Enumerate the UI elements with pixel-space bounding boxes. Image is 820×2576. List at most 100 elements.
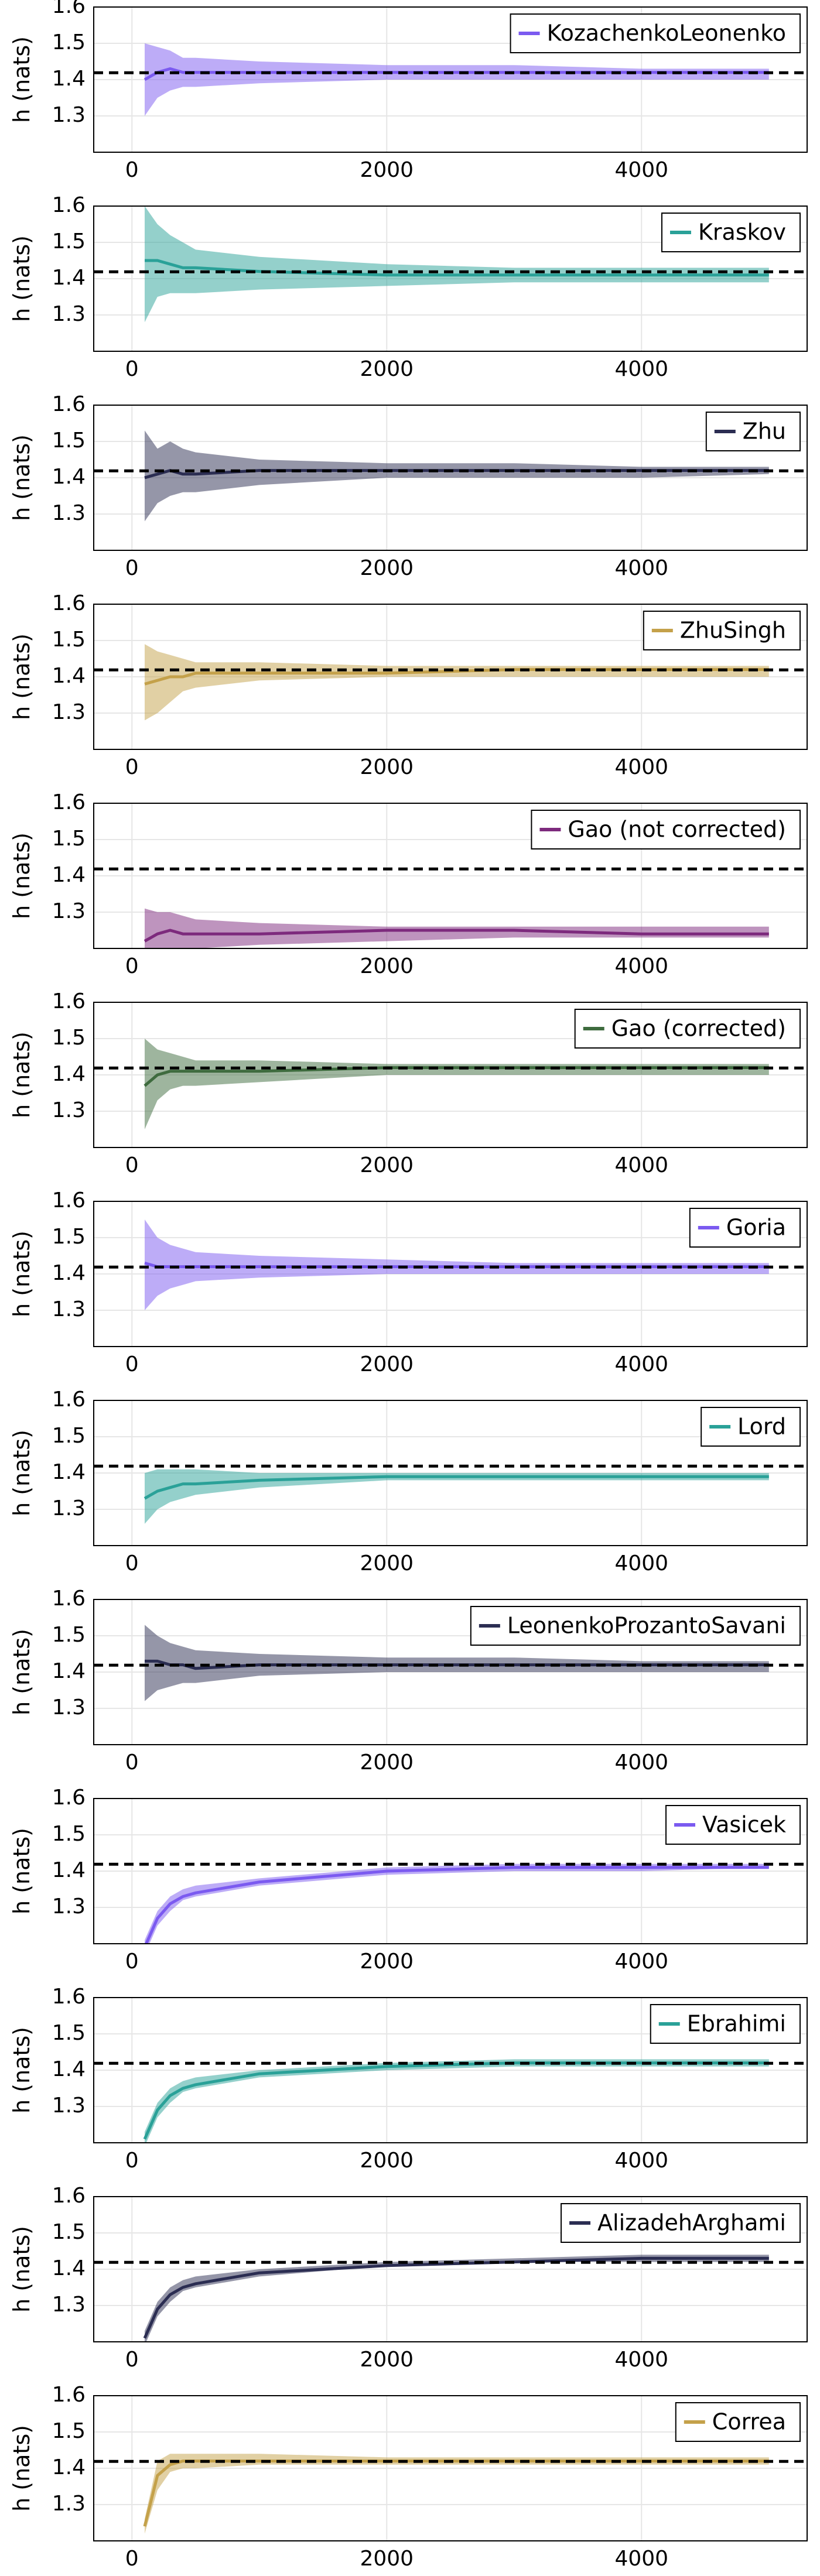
legend-box — [574, 1009, 801, 1049]
y-tick-label: 1.6 — [52, 1786, 86, 1810]
y-tick-label: 1.6 — [52, 591, 86, 615]
panel-vasicek: 1.3 1.4 1.5 1.6 0 2000 4000 h (nats) Vasicek — [9, 1786, 808, 1974]
x-tick-label: 2000 — [360, 755, 414, 779]
confidence-band — [145, 430, 769, 522]
plot-frame — [93, 1997, 808, 2143]
legend: Gao (not corrected) — [531, 810, 801, 849]
legend-box — [531, 810, 801, 849]
x-tick-label: 4000 — [614, 2348, 668, 2372]
legend-label: Zhu — [743, 419, 786, 444]
y-axis-label: h (nats) — [9, 2226, 35, 2313]
y-tick-label: 1.3 — [52, 302, 86, 326]
y-tick-label: 1.4 — [52, 1062, 86, 1086]
legend: AlizadehArghami — [561, 2203, 801, 2243]
y-tick-label: 1.3 — [52, 700, 86, 724]
plot-area-zhusingh — [144, 644, 769, 721]
legend-label: LeonenkoProzantoSavani — [507, 1613, 786, 1639]
x-tick-label: 2000 — [360, 1153, 414, 1177]
x-tick-label: 0 — [125, 2547, 139, 2571]
legend-label: Goria — [726, 1215, 786, 1241]
panel-goria: 1.3 1.4 1.5 1.6 0 2000 4000 h (nats) Goria — [9, 1188, 808, 1376]
y-tick-label: 1.3 — [52, 2094, 86, 2118]
y-tick-label: 1.6 — [52, 392, 86, 416]
mean-line — [144, 668, 769, 686]
y-tick-label: 1.5 — [52, 1026, 86, 1050]
y-tick-label: 1.4 — [52, 2057, 86, 2081]
plot-frame — [93, 205, 808, 352]
y-tick-label: 1.4 — [52, 67, 86, 91]
panel-kraskov: 1.3 1.4 1.5 1.6 0 2000 4000 h (nats) Kraskov — [9, 193, 808, 381]
x-tick-label: 2000 — [360, 2547, 414, 2571]
y-tick-label: 1.4 — [52, 2256, 86, 2280]
y-tick-label: 1.3 — [52, 1695, 86, 1719]
plot-frame — [93, 1798, 808, 1944]
plot-frame — [93, 1002, 808, 1148]
confidence-band — [145, 206, 769, 323]
plot-frame — [93, 6, 808, 153]
x-tick-label: 4000 — [614, 2149, 668, 2173]
y-tick-label: 1.5 — [52, 1424, 86, 1448]
plot-area-vasicek — [144, 1864, 769, 1944]
x-tick-label: 4000 — [614, 556, 668, 580]
legend: Goria — [689, 1208, 801, 1248]
mean-line — [143, 2061, 769, 2140]
x-tick-label: 2000 — [360, 1352, 414, 1376]
legend: ZhuSingh — [643, 611, 801, 650]
panel-correa: 1.3 1.4 1.5 1.6 0 2000 4000 h (nats) Correa — [9, 2383, 808, 2571]
y-tick-label: 1.6 — [52, 2383, 86, 2407]
plot-area-lord — [144, 1469, 769, 1524]
plot-area-gao-corrected — [144, 1039, 769, 1129]
y-tick-label: 1.4 — [52, 1460, 86, 1484]
y-tick-label: 1.3 — [52, 1297, 86, 1321]
mean-line — [145, 259, 769, 277]
panel-alizadeharghami: 1.3 1.4 1.5 1.6 0 2000 4000 h (nats) AlizadehArg… — [9, 2184, 808, 2372]
y-tick-label: 1.6 — [52, 1985, 86, 2009]
panel-leonenkoprozantosavani: 1.3 1.4 1.5 1.6 0 2000 4000 h (nats) LeonenkoPro… — [9, 1587, 808, 1775]
y-tick-label: 1.5 — [52, 2419, 86, 2443]
confidence-band — [145, 1625, 769, 1701]
legend-label: Gao (not corrected) — [568, 817, 786, 842]
x-tick-label: 0 — [125, 556, 139, 580]
x-tick-label: 2000 — [360, 357, 414, 381]
legend: Ebrahimi — [650, 2004, 801, 2044]
mean-line — [143, 2256, 769, 2339]
y-tick-label: 1.5 — [52, 827, 86, 851]
plot-area-leonenkoprozantosavani — [145, 1625, 769, 1701]
y-tick-label: 1.5 — [52, 1822, 86, 1846]
panel-gao-corrected: 1.3 1.4 1.5 1.6 0 2000 4000 h (nats) Gao (correc… — [9, 989, 808, 1177]
panel-zhu: 1.3 1.4 1.5 1.6 0 2000 4000 h (nats) Zhu — [9, 392, 808, 580]
legend-label: Vasicek — [702, 1812, 786, 1838]
y-tick-label: 1.4 — [52, 1261, 86, 1285]
legend: Zhu — [705, 412, 801, 451]
y-tick-label: 1.5 — [52, 1225, 86, 1249]
x-tick-label: 4000 — [614, 1352, 668, 1376]
legend-box — [470, 1606, 801, 1646]
y-tick-label: 1.5 — [52, 1623, 86, 1647]
x-tick-label: 0 — [125, 357, 139, 381]
x-tick-label: 0 — [125, 1352, 139, 1376]
legend: LeonenkoProzantoSavani — [470, 1606, 801, 1646]
legend-box — [643, 611, 801, 650]
legend: KozachenkoLeonenko — [510, 13, 801, 53]
legend-label: KozachenkoLeonenko — [547, 20, 786, 46]
panel-ebrahimi: 1.3 1.4 1.5 1.6 0 2000 4000 h (nats) Ebrahimi — [9, 1985, 808, 2173]
panel-lord: 1.3 1.4 1.5 1.6 0 2000 4000 h (nats) Lord — [9, 1388, 808, 1575]
legend-label: Gao (corrected) — [611, 1016, 786, 1042]
legend-box — [510, 13, 801, 53]
mean-line — [144, 1866, 769, 1944]
x-tick-label: 2000 — [360, 1551, 414, 1575]
plot-frame — [93, 2196, 808, 2342]
x-tick-label: 2000 — [360, 1950, 414, 1974]
y-tick-label: 1.3 — [52, 1098, 86, 1122]
y-axis-label: h (nats) — [9, 2425, 35, 2512]
y-tick-label: 1.5 — [52, 2021, 86, 2045]
y-tick-label: 1.4 — [52, 664, 86, 688]
panel-zhusingh: 1.3 1.4 1.5 1.6 0 2000 4000 h (nats) ZhuSingh — [9, 591, 808, 779]
mean-line — [144, 67, 769, 81]
x-tick-label: 4000 — [614, 1751, 668, 1775]
y-axis-label: h (nats) — [9, 1629, 35, 1715]
y-tick-label: 1.5 — [52, 429, 86, 453]
y-tick-label: 1.4 — [52, 1659, 86, 1683]
x-tick-label: 4000 — [614, 755, 668, 779]
